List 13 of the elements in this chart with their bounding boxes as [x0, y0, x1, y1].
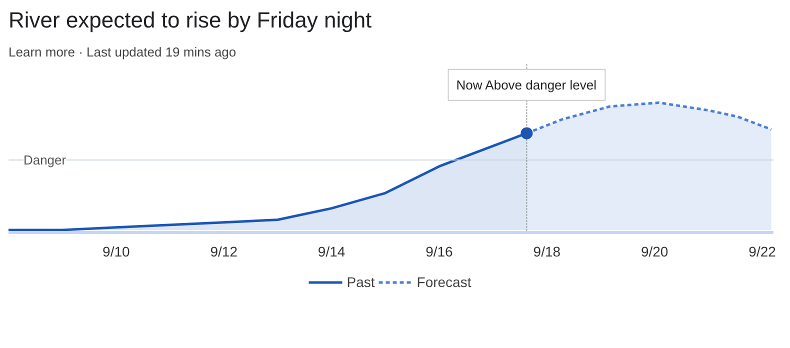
x-tick-label: 9/12 — [210, 244, 238, 260]
x-tick-label: 9/16 — [426, 244, 454, 260]
x-tick-label: 9/22 — [748, 244, 776, 260]
x-tick-label: 9/18 — [533, 244, 561, 260]
x-tick-label: 9/14 — [318, 244, 346, 260]
text: Now Above danger level — [456, 77, 597, 92]
chart-title: River expected to rise by Friday night — [8, 8, 372, 32]
x-tick-label: 9/10 — [102, 244, 130, 260]
legend-label: Forecast — [416, 274, 472, 290]
legend-label: Past — [346, 274, 375, 290]
chart-subtitle: Learn more · Last updated 19 mins ago — [8, 44, 236, 60]
x-tick-label: 9/20 — [640, 244, 668, 260]
ref-line-label: Danger — [23, 152, 67, 168]
